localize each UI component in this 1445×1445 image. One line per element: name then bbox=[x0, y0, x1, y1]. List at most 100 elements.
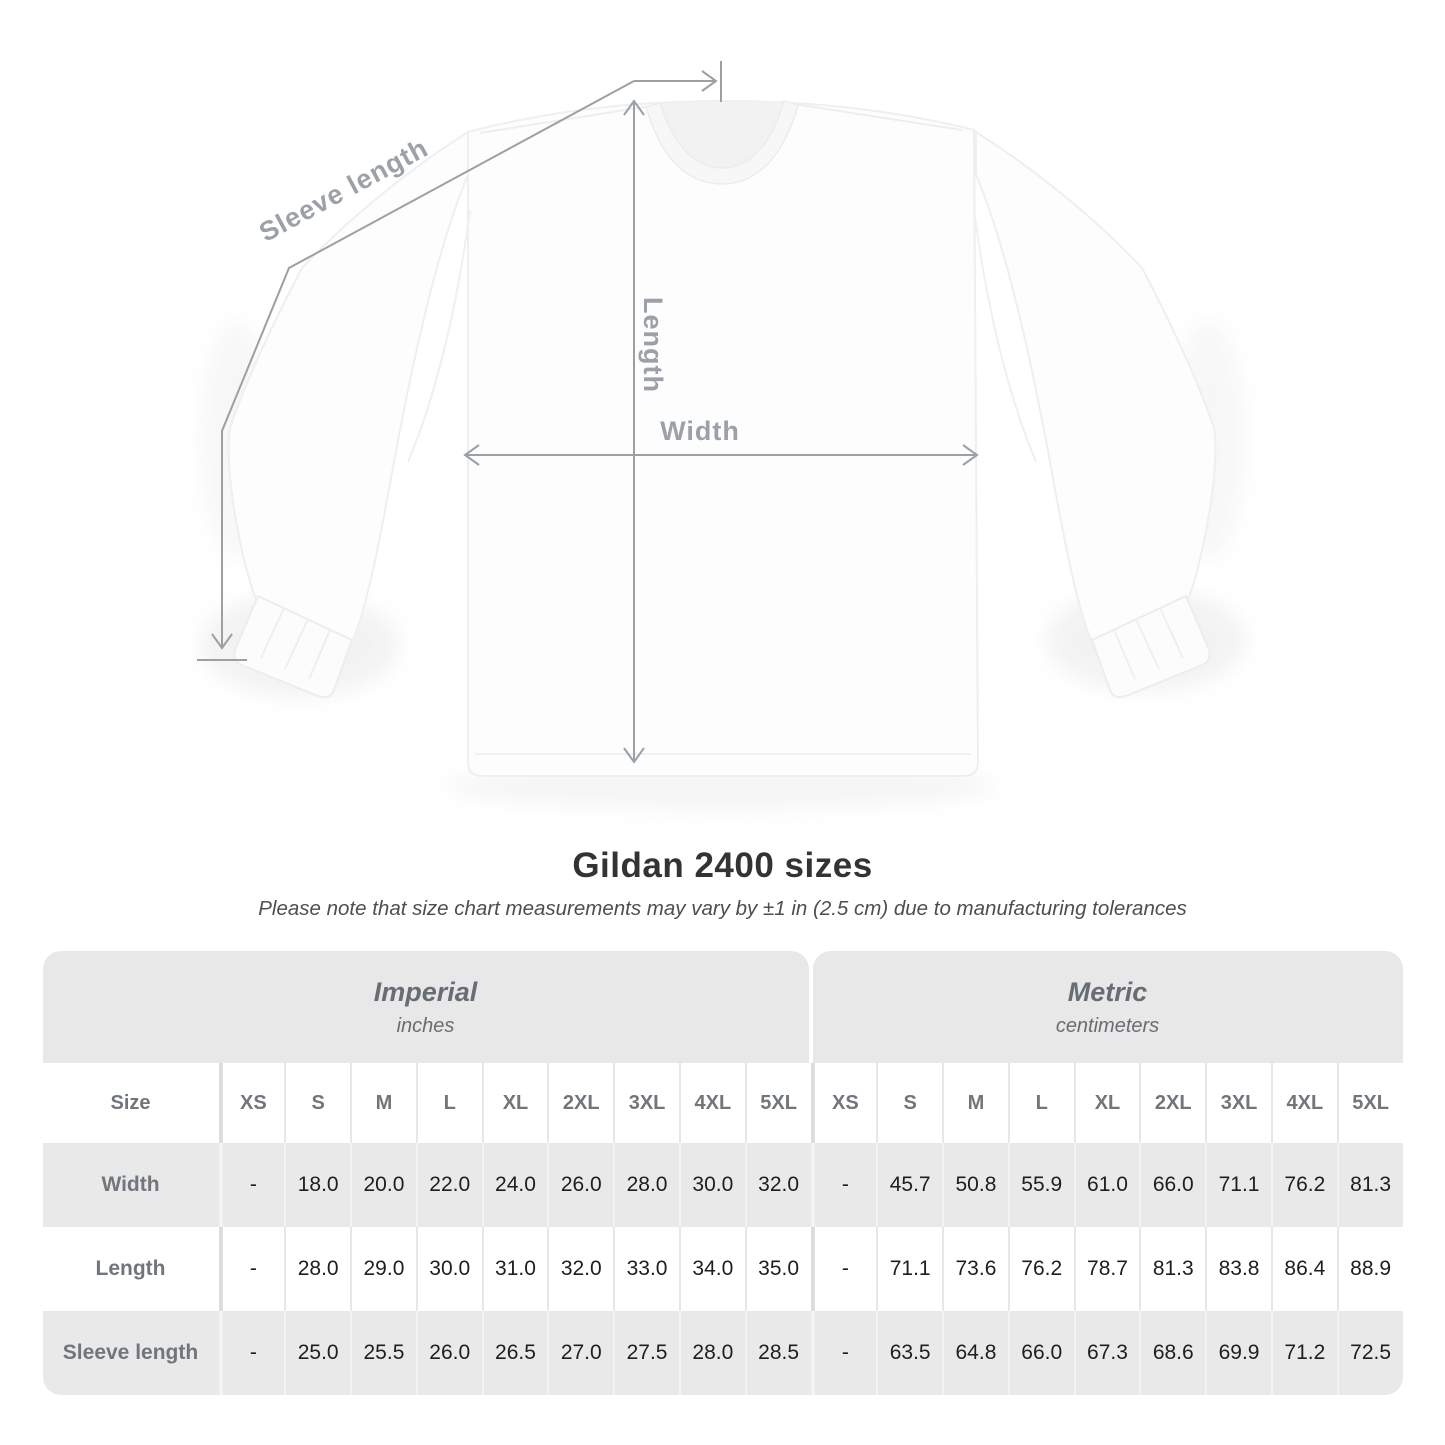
sleeve-length-arrowhead bbox=[211, 633, 233, 650]
value-cell: 28.0 bbox=[284, 1227, 351, 1311]
imperial-unit-group: Imperial inches bbox=[42, 951, 809, 1063]
value-cell: 61.0 bbox=[1073, 1143, 1140, 1227]
size-header-cell: XL bbox=[481, 1063, 548, 1143]
value-cell: - bbox=[218, 1227, 285, 1311]
size-header-cell: L bbox=[415, 1063, 482, 1143]
measurement-annotations bbox=[197, 61, 979, 764]
value-cell: 69.9 bbox=[1205, 1311, 1271, 1395]
value-cell: 26.0 bbox=[547, 1143, 614, 1227]
right-sleeve bbox=[975, 130, 1217, 644]
imperial-title: Imperial bbox=[373, 976, 478, 1007]
size-column-header: Size bbox=[42, 1063, 219, 1143]
value-cell: - bbox=[810, 1311, 877, 1395]
right-cuff-ribs bbox=[1113, 607, 1184, 680]
left-cuff bbox=[233, 594, 354, 699]
value-cell: 66.0 bbox=[1007, 1311, 1074, 1395]
shirt-measurement-diagram: Sleeve length Length Width bbox=[197, 61, 1246, 810]
length-arrowhead-bottom bbox=[623, 747, 645, 764]
value-cell: 68.6 bbox=[1139, 1311, 1206, 1395]
length-label: Length bbox=[638, 297, 668, 393]
value-cell: 25.5 bbox=[350, 1311, 416, 1395]
value-cell: 73.6 bbox=[942, 1227, 1008, 1311]
width-arrowhead-left bbox=[463, 444, 480, 466]
right-cuff bbox=[1090, 594, 1211, 699]
size-header-cell: 3XL bbox=[1205, 1063, 1271, 1143]
length-arrowhead-top bbox=[623, 99, 645, 116]
value-cell: 81.3 bbox=[1336, 1143, 1403, 1227]
size-header-cell: XS bbox=[810, 1063, 877, 1143]
collar-inner-shadow bbox=[660, 101, 784, 168]
value-cell: 24.0 bbox=[481, 1143, 548, 1227]
right-shoulder-seam bbox=[793, 103, 963, 131]
size-header-cell: M bbox=[350, 1063, 416, 1143]
size-table: Imperial inches Metric centimeters Size X… bbox=[42, 951, 1403, 1395]
size-header-cell: M bbox=[942, 1063, 1008, 1143]
value-cell: 64.8 bbox=[942, 1311, 1008, 1395]
width-arrowhead-right bbox=[962, 444, 979, 466]
value-cell: - bbox=[810, 1227, 877, 1311]
value-cell: 83.8 bbox=[1205, 1227, 1271, 1311]
metric-title: Metric bbox=[1067, 976, 1148, 1007]
value-cell: 71.2 bbox=[1270, 1311, 1337, 1395]
heading: Gildan 2400 sizes Please note that size … bbox=[0, 846, 1445, 921]
value-cell: 28.5 bbox=[744, 1311, 811, 1395]
shoulder-arrowhead bbox=[701, 70, 718, 92]
value-cell: 71.1 bbox=[876, 1227, 943, 1311]
value-cell: 32.0 bbox=[547, 1227, 614, 1311]
value-cell: 78.7 bbox=[1073, 1227, 1140, 1311]
size-header-cell: XS bbox=[218, 1063, 285, 1143]
size-header-cell: S bbox=[284, 1063, 351, 1143]
row-label: Sleeve length bbox=[42, 1311, 219, 1395]
size-header-cell: XL bbox=[1073, 1063, 1140, 1143]
value-cell: 18.0 bbox=[284, 1143, 351, 1227]
size-header-cell: 4XL bbox=[678, 1063, 745, 1143]
value-cell: - bbox=[218, 1143, 285, 1227]
value-cell: 72.5 bbox=[1336, 1311, 1403, 1395]
size-header-cell: S bbox=[876, 1063, 943, 1143]
row-label: Length bbox=[42, 1227, 219, 1311]
value-cell: 27.5 bbox=[613, 1311, 679, 1395]
value-cell: - bbox=[218, 1311, 285, 1395]
shirt-graphic: Sleeve length Length Width bbox=[197, 61, 1246, 810]
value-cell: 76.2 bbox=[1270, 1143, 1337, 1227]
value-cell: 32.0 bbox=[744, 1143, 811, 1227]
shirt-body bbox=[467, 99, 980, 777]
value-cell: 71.1 bbox=[1205, 1143, 1271, 1227]
value-cell: 28.0 bbox=[613, 1143, 679, 1227]
value-cell: 20.0 bbox=[350, 1143, 416, 1227]
sleeve-length-line bbox=[221, 80, 635, 646]
left-armpit-crease bbox=[407, 209, 471, 463]
value-cell: 30.0 bbox=[415, 1227, 482, 1311]
value-cell: 66.0 bbox=[1139, 1143, 1206, 1227]
value-cell: 26.5 bbox=[481, 1311, 548, 1395]
value-cell: 25.0 bbox=[284, 1311, 351, 1395]
value-cell: 45.7 bbox=[876, 1143, 943, 1227]
size-header-cell: 2XL bbox=[1139, 1063, 1206, 1143]
size-header-cell: 2XL bbox=[547, 1063, 614, 1143]
value-cell: 63.5 bbox=[876, 1311, 943, 1395]
size-header-cell: L bbox=[1007, 1063, 1074, 1143]
left-sleeve bbox=[227, 130, 469, 644]
value-cell: 35.0 bbox=[744, 1227, 811, 1311]
size-header-cell: 3XL bbox=[613, 1063, 679, 1143]
row-label: Width bbox=[42, 1143, 219, 1227]
metric-unit-group: Metric centimeters bbox=[812, 951, 1403, 1063]
value-cell: 88.9 bbox=[1336, 1227, 1403, 1311]
value-cell: 50.8 bbox=[942, 1143, 1008, 1227]
value-cell: 27.0 bbox=[547, 1311, 614, 1395]
value-cell: 67.3 bbox=[1073, 1311, 1140, 1395]
value-cell: 30.0 bbox=[678, 1143, 745, 1227]
value-cell: 55.9 bbox=[1007, 1143, 1074, 1227]
value-cell: 26.0 bbox=[415, 1311, 482, 1395]
page-title: Gildan 2400 sizes bbox=[572, 846, 873, 885]
left-cuff-ribs bbox=[260, 607, 331, 680]
value-cell: 33.0 bbox=[613, 1227, 679, 1311]
size-header-cell: 5XL bbox=[744, 1063, 811, 1143]
value-cell: 76.2 bbox=[1007, 1227, 1074, 1311]
value-cell: 22.0 bbox=[415, 1143, 482, 1227]
value-cell: 81.3 bbox=[1139, 1227, 1206, 1311]
value-cell: 29.0 bbox=[350, 1227, 416, 1311]
value-cell: 31.0 bbox=[481, 1227, 548, 1311]
tolerance-note: Please note that size chart measurements… bbox=[258, 897, 1187, 920]
value-cell: - bbox=[810, 1143, 877, 1227]
